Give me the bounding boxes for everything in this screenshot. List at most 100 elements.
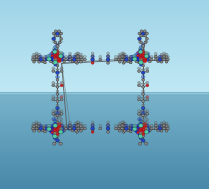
- Circle shape: [52, 110, 55, 112]
- Circle shape: [141, 107, 145, 110]
- Circle shape: [56, 114, 59, 117]
- Circle shape: [118, 125, 121, 128]
- Circle shape: [114, 124, 117, 127]
- Circle shape: [53, 47, 57, 51]
- Circle shape: [56, 32, 59, 35]
- Circle shape: [138, 50, 143, 54]
- Circle shape: [51, 52, 54, 54]
- Circle shape: [33, 60, 36, 63]
- Circle shape: [141, 139, 145, 142]
- Circle shape: [49, 60, 52, 63]
- Circle shape: [79, 125, 82, 128]
- Circle shape: [60, 55, 63, 58]
- Circle shape: [139, 48, 142, 51]
- Circle shape: [61, 127, 64, 130]
- Circle shape: [166, 55, 169, 58]
- Circle shape: [71, 57, 74, 60]
- Circle shape: [56, 53, 59, 55]
- Circle shape: [142, 53, 145, 55]
- Circle shape: [77, 55, 80, 57]
- Polygon shape: [48, 53, 60, 62]
- Circle shape: [68, 124, 71, 127]
- Circle shape: [33, 122, 36, 125]
- Circle shape: [52, 32, 55, 35]
- Circle shape: [39, 55, 43, 58]
- Circle shape: [60, 95, 63, 98]
- Circle shape: [125, 124, 127, 127]
- Polygon shape: [48, 50, 60, 59]
- Circle shape: [72, 55, 76, 58]
- Circle shape: [56, 133, 59, 136]
- Circle shape: [139, 127, 142, 129]
- Circle shape: [127, 129, 130, 132]
- Circle shape: [125, 58, 128, 61]
- Circle shape: [54, 119, 57, 122]
- Circle shape: [138, 55, 140, 58]
- Circle shape: [35, 124, 38, 127]
- Circle shape: [76, 55, 79, 58]
- Circle shape: [74, 53, 77, 56]
- Circle shape: [53, 142, 56, 145]
- Circle shape: [49, 126, 52, 129]
- Circle shape: [147, 55, 150, 58]
- Circle shape: [107, 55, 110, 57]
- Circle shape: [60, 112, 63, 115]
- Circle shape: [73, 55, 76, 58]
- Circle shape: [56, 104, 59, 107]
- Circle shape: [39, 55, 42, 58]
- Circle shape: [38, 53, 41, 56]
- Circle shape: [91, 124, 94, 127]
- Circle shape: [76, 124, 79, 126]
- Circle shape: [137, 55, 141, 58]
- Circle shape: [91, 131, 94, 133]
- Circle shape: [142, 100, 145, 102]
- Circle shape: [141, 71, 145, 74]
- Circle shape: [59, 54, 63, 58]
- Circle shape: [157, 126, 160, 129]
- Circle shape: [56, 93, 59, 95]
- Circle shape: [165, 129, 168, 132]
- Circle shape: [138, 98, 140, 101]
- Circle shape: [74, 56, 77, 59]
- Circle shape: [122, 58, 125, 61]
- Circle shape: [54, 64, 57, 66]
- Circle shape: [135, 129, 138, 132]
- Circle shape: [52, 58, 55, 61]
- Circle shape: [51, 129, 54, 131]
- Circle shape: [56, 121, 59, 124]
- Circle shape: [43, 58, 46, 61]
- Circle shape: [121, 124, 124, 126]
- Circle shape: [107, 62, 110, 64]
- Circle shape: [56, 55, 59, 58]
- Circle shape: [53, 124, 57, 128]
- Circle shape: [106, 58, 110, 61]
- Circle shape: [43, 127, 46, 130]
- Circle shape: [139, 134, 142, 137]
- Circle shape: [160, 53, 163, 56]
- Circle shape: [148, 60, 151, 63]
- Circle shape: [33, 56, 36, 59]
- Circle shape: [138, 124, 140, 127]
- Circle shape: [63, 126, 66, 129]
- Circle shape: [60, 121, 63, 124]
- Circle shape: [68, 55, 71, 58]
- Circle shape: [33, 129, 36, 132]
- Circle shape: [133, 54, 137, 58]
- Circle shape: [53, 53, 56, 56]
- Circle shape: [159, 127, 162, 130]
- Circle shape: [56, 75, 59, 79]
- Circle shape: [35, 55, 38, 58]
- Circle shape: [64, 58, 67, 61]
- Circle shape: [52, 61, 55, 64]
- Polygon shape: [140, 123, 147, 132]
- Circle shape: [56, 131, 59, 134]
- Circle shape: [159, 58, 162, 61]
- Circle shape: [60, 81, 63, 84]
- Circle shape: [56, 86, 59, 88]
- Circle shape: [142, 86, 145, 88]
- Circle shape: [160, 56, 163, 59]
- Circle shape: [146, 55, 149, 58]
- Circle shape: [138, 113, 141, 115]
- Circle shape: [74, 127, 77, 129]
- Circle shape: [52, 84, 55, 87]
